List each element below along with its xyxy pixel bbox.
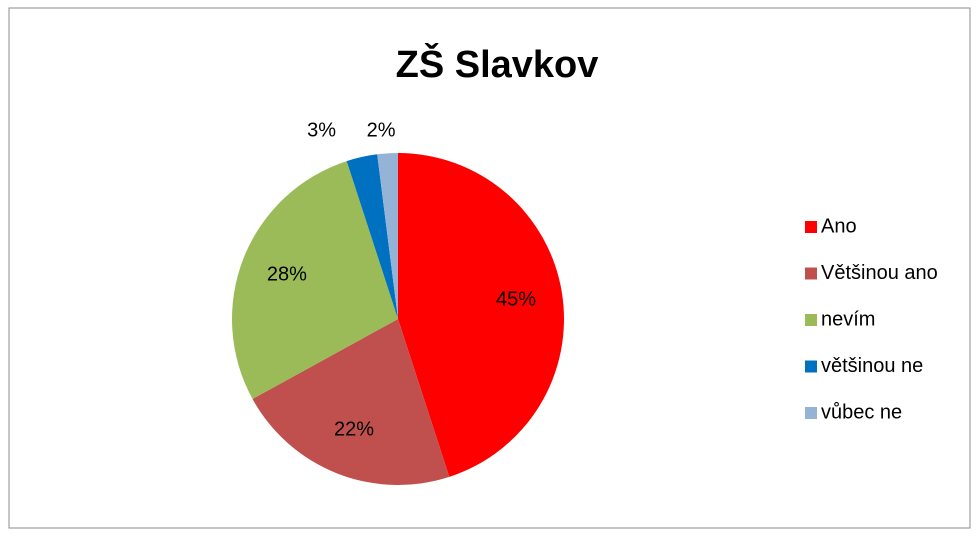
data-label: 45% xyxy=(496,289,536,311)
data-label: 3% xyxy=(307,119,336,141)
legend-label: většinou ne xyxy=(821,355,923,377)
legend-swatch xyxy=(805,267,817,280)
pie-slice xyxy=(252,319,450,485)
pie-slice xyxy=(398,153,564,477)
legend-label: nevím xyxy=(821,308,875,330)
legend-label: vůbec ne xyxy=(821,401,902,423)
pie-slice xyxy=(346,154,398,319)
data-label: 28% xyxy=(267,263,307,285)
legend-label: Většinou ano xyxy=(821,262,938,284)
data-label: 22% xyxy=(334,418,374,440)
legend-swatch xyxy=(805,360,817,373)
legend-swatch xyxy=(805,407,817,419)
legend-swatch xyxy=(805,314,817,326)
pie-slice xyxy=(377,153,398,319)
legend-label: Ano xyxy=(821,215,857,237)
data-label: 2% xyxy=(367,119,396,141)
pie-slice xyxy=(232,161,398,399)
chart-title: ZŠ Slavkov xyxy=(396,41,599,86)
legend-swatch xyxy=(805,221,817,233)
